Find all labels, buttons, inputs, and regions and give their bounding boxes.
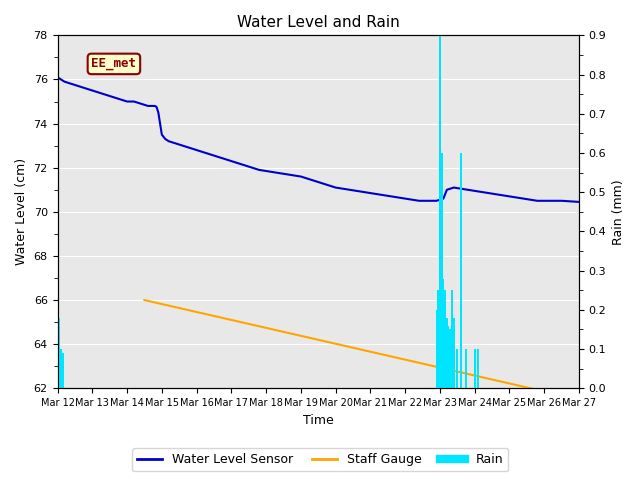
Bar bbox=[477, 349, 479, 388]
Bar bbox=[441, 153, 442, 388]
Text: EE_met: EE_met bbox=[92, 58, 136, 71]
Bar bbox=[451, 290, 453, 388]
Bar bbox=[460, 153, 461, 388]
Bar bbox=[58, 318, 60, 388]
Bar bbox=[453, 318, 454, 388]
Bar bbox=[437, 290, 439, 388]
Bar bbox=[442, 278, 444, 388]
Bar bbox=[60, 349, 62, 388]
Bar bbox=[446, 318, 448, 388]
Bar bbox=[449, 329, 451, 388]
Bar bbox=[456, 349, 458, 388]
Bar bbox=[62, 353, 63, 388]
Y-axis label: Rain (mm): Rain (mm) bbox=[612, 179, 625, 245]
Bar bbox=[436, 310, 437, 388]
Bar bbox=[439, 36, 441, 388]
Bar bbox=[465, 349, 467, 388]
Bar bbox=[57, 310, 58, 388]
Bar bbox=[474, 349, 476, 388]
Bar bbox=[448, 325, 449, 388]
Bar bbox=[444, 290, 446, 388]
Legend: Water Level Sensor, Staff Gauge, Rain: Water Level Sensor, Staff Gauge, Rain bbox=[132, 448, 508, 471]
Title: Water Level and Rain: Water Level and Rain bbox=[237, 15, 399, 30]
Y-axis label: Water Level (cm): Water Level (cm) bbox=[15, 158, 28, 265]
X-axis label: Time: Time bbox=[303, 414, 333, 427]
